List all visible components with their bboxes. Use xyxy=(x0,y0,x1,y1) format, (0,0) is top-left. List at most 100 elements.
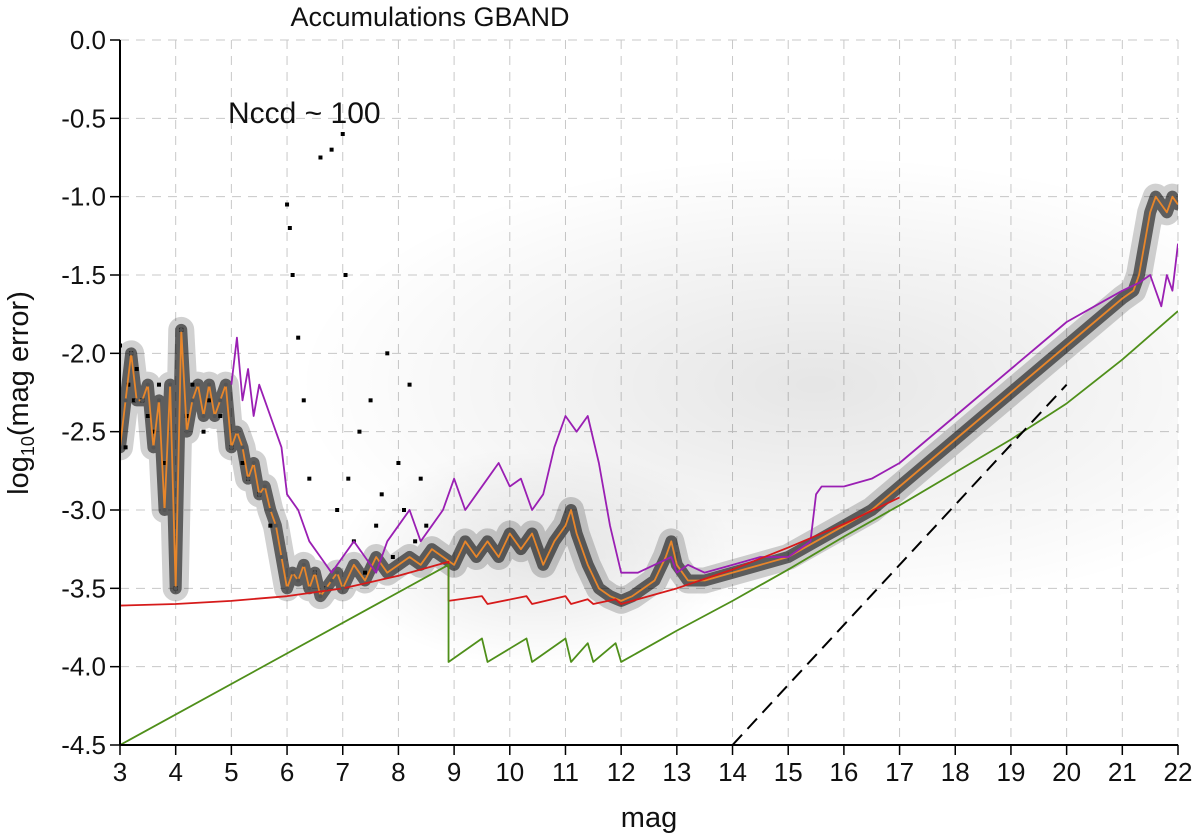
orange-marker xyxy=(246,476,251,481)
scatter-point xyxy=(335,508,340,512)
orange-marker xyxy=(229,445,234,450)
orange-marker xyxy=(335,570,340,575)
orange-marker xyxy=(340,586,345,591)
scatter-point xyxy=(240,461,245,465)
scatter-point xyxy=(390,555,395,559)
axes: 3 4 5 6 7 8 9 10 11 12 13 14 15 16 17 18 19 20 21 22 0.0 -0.5… xyxy=(61,25,1192,787)
orange-marker xyxy=(307,586,312,591)
scatter-point xyxy=(301,398,306,403)
orange-marker xyxy=(190,398,195,403)
x-tick-label: 14 xyxy=(718,757,747,787)
x-axis-label: mag xyxy=(621,802,677,834)
scatter-point xyxy=(424,523,429,528)
orange-marker xyxy=(301,562,306,567)
orange-marker xyxy=(212,414,217,418)
scatter-point xyxy=(368,398,373,403)
y-tick-label: 0.0 xyxy=(70,25,106,55)
orange-marker xyxy=(179,327,184,332)
orange-marker xyxy=(312,570,317,575)
scatter-point xyxy=(363,570,368,575)
y-tick-label: -1.0 xyxy=(61,182,106,212)
green-line xyxy=(120,310,1178,745)
orange-marker xyxy=(195,382,200,387)
scatter-point xyxy=(413,539,418,544)
x-tick-label: 4 xyxy=(168,757,182,787)
x-tick-label: 16 xyxy=(829,757,858,787)
scatter-point xyxy=(385,351,390,356)
x-tick-label: 20 xyxy=(1052,757,1081,787)
orange-marker xyxy=(156,398,161,403)
scatter-point xyxy=(290,273,295,277)
orange-marker xyxy=(268,508,273,512)
density-background xyxy=(120,154,1178,667)
y-tick-label: -2.0 xyxy=(61,338,106,368)
scatter-point xyxy=(207,398,212,403)
scatter-point xyxy=(268,523,273,528)
y-tick-label: -0.5 xyxy=(61,103,106,133)
scatter-point xyxy=(131,398,136,403)
x-tick-label: 22 xyxy=(1164,757,1193,787)
orange-marker xyxy=(173,586,178,591)
scatter-point xyxy=(296,335,301,340)
scatter-point xyxy=(307,476,312,481)
nccd-annotation: Nccd ~ 100 xyxy=(228,97,381,130)
y-axis-label: log10(mag error) xyxy=(3,291,38,495)
x-tick-label: 11 xyxy=(552,757,579,787)
orange-marker xyxy=(234,429,239,434)
y-axis-label-rest: (mag error) xyxy=(3,291,35,436)
x-tick-label: 17 xyxy=(885,757,914,787)
x-tick-label: 3 xyxy=(113,757,127,787)
scatter-point xyxy=(156,382,161,387)
x-tick-label: 12 xyxy=(607,757,636,787)
scatter-point xyxy=(134,367,139,371)
series-lines xyxy=(120,195,1178,745)
scatter-point xyxy=(401,508,406,512)
scatter-point xyxy=(407,382,412,387)
scatter-point xyxy=(123,445,128,450)
orange-marker xyxy=(218,398,223,403)
orange-marker xyxy=(324,586,329,591)
x-tick-label: 9 xyxy=(447,757,461,787)
orange-marker xyxy=(279,555,284,559)
x-tick-label: 10 xyxy=(495,757,524,787)
orange-marker xyxy=(184,429,189,434)
chart-title: Accumulations GBAND xyxy=(290,2,569,32)
y-tick-label: -3.0 xyxy=(61,495,106,525)
orange-marker xyxy=(129,351,134,356)
orange-marker xyxy=(273,523,278,528)
y-tick-label: -4.5 xyxy=(61,730,106,760)
scatter-point xyxy=(418,476,423,481)
scatter-point xyxy=(145,414,150,418)
orange-marker xyxy=(145,382,150,387)
scatter-point xyxy=(126,382,131,387)
scatter-point xyxy=(318,155,323,160)
orange-marker xyxy=(168,382,173,387)
x-tick-label: 8 xyxy=(391,757,405,787)
y-axis-label-main: log xyxy=(3,456,35,495)
y-tick-label: -2.5 xyxy=(61,417,106,447)
scatter-point xyxy=(379,492,384,497)
x-tick-label: 18 xyxy=(941,757,970,787)
y-tick-label: -1.5 xyxy=(61,260,106,290)
orange-marker xyxy=(262,484,267,489)
x-tick-label: 19 xyxy=(996,757,1025,787)
orange-marker xyxy=(329,578,334,583)
scatter-point xyxy=(201,429,206,434)
orange-marker xyxy=(285,586,290,591)
orange-line xyxy=(120,195,1178,602)
scatter-point xyxy=(190,382,195,387)
scatter-point xyxy=(343,273,348,277)
orange-marker xyxy=(207,382,212,387)
scatter-point xyxy=(396,461,401,465)
scatter-point xyxy=(374,523,379,528)
x-tick-label: 21 xyxy=(1108,757,1137,787)
dashed-line xyxy=(731,383,1068,745)
scatter-point xyxy=(218,414,223,418)
orange-marker xyxy=(134,398,139,403)
x-tick-label: 7 xyxy=(336,757,350,787)
scatter-point xyxy=(285,202,290,207)
orange-marker xyxy=(318,594,323,599)
orange-marker xyxy=(240,445,245,450)
scatter-point xyxy=(346,476,351,481)
